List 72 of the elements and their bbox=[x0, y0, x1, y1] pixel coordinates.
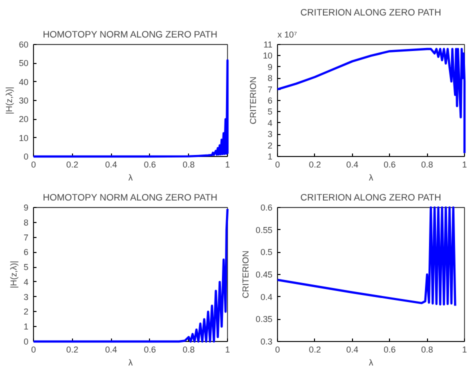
x-axis-title: λ bbox=[128, 358, 134, 368]
x-tick-label: 0.6 bbox=[144, 344, 156, 354]
x-tick-label: 0.8 bbox=[182, 344, 195, 354]
y-tick-label: 1 bbox=[24, 322, 29, 332]
x-axis-title: λ bbox=[368, 358, 374, 368]
text: x 10⁷ bbox=[278, 30, 297, 40]
y-tick-label: 60 bbox=[18, 40, 29, 50]
y-tick-label: 20 bbox=[18, 114, 29, 124]
y-tick-label: 3 bbox=[24, 292, 29, 302]
y-tick-label: 10 bbox=[262, 50, 273, 61]
y-axis-title: CRITERION bbox=[240, 250, 251, 298]
y-tick-label: 30 bbox=[18, 96, 29, 106]
y-tick-label: 8 bbox=[24, 217, 29, 228]
x-tick-label: 0.8 bbox=[182, 160, 195, 170]
y-tick-label: 0 bbox=[24, 152, 29, 162]
y-tick-label: 3 bbox=[268, 129, 273, 140]
x-tick-label: 0.2 bbox=[308, 344, 322, 354]
chart-title: HOMOTOPY NORM ALONG ZERO PATH bbox=[42, 192, 218, 202]
x-tick-label: 0 bbox=[275, 160, 280, 170]
chart-title: HOMOTOPY NORM ALONG ZERO PATH bbox=[42, 30, 218, 40]
y-axis-title: CRITERION bbox=[248, 76, 258, 124]
x-tick-label: 0.4 bbox=[105, 344, 118, 354]
x-axis-title: λ bbox=[128, 172, 134, 182]
y-tick-label: 5 bbox=[268, 106, 273, 117]
x-tick-label: 0 bbox=[275, 344, 280, 354]
x-tick-label: 0 bbox=[31, 344, 36, 354]
y-tick-label: 6 bbox=[24, 247, 29, 258]
x-tick-label: 0.4 bbox=[346, 160, 359, 170]
y-axis-title: |H(z,λ)| bbox=[4, 86, 14, 114]
y-tick-label: 4 bbox=[24, 276, 29, 287]
x-tick-label: 0.4 bbox=[346, 344, 359, 354]
y-tick-label: 0.55 bbox=[256, 224, 273, 235]
x-axis-title: λ bbox=[368, 172, 374, 182]
x-tick-label: 0.2 bbox=[66, 160, 78, 170]
x-tick-label: 0.2 bbox=[66, 344, 78, 354]
y-tick-label: 0 bbox=[24, 336, 29, 346]
y-tick-label: 40 bbox=[18, 76, 29, 87]
y-tick-label: 9 bbox=[268, 62, 273, 72]
x-tick-label: 0 bbox=[31, 160, 36, 170]
y-tick-label: 11 bbox=[264, 40, 273, 50]
y-tick-label: 0.45 bbox=[256, 270, 273, 280]
y-tick-label: 2 bbox=[24, 306, 29, 317]
y-tick-label: 0.5 bbox=[260, 247, 273, 258]
y-tick-label: 4 bbox=[268, 118, 273, 128]
chart-title: CRITERION ALONG ZERO PATH bbox=[300, 192, 442, 202]
x-tick-label: 0.6 bbox=[384, 344, 396, 354]
x-tick-label: 0.2 bbox=[308, 160, 322, 170]
x-tick-label: 1 bbox=[225, 344, 230, 354]
y-tick-label: 5 bbox=[24, 262, 29, 272]
y-tick-label: 8 bbox=[268, 73, 273, 84]
y-tick-label: 1 bbox=[268, 152, 273, 162]
y-tick-label: 2 bbox=[268, 140, 273, 150]
chart-title: CRITERION ALONG ZERO PATH bbox=[300, 8, 442, 18]
y-tick-label: 7 bbox=[24, 232, 29, 242]
x-tick-label: 0.8 bbox=[421, 344, 434, 354]
y-tick-label: 50 bbox=[18, 58, 29, 68]
x-tick-label: 0.6 bbox=[384, 160, 396, 170]
y-tick-label: 9 bbox=[24, 202, 29, 212]
y-tick-label: 6 bbox=[268, 96, 273, 106]
y-tick-label: 0.3 bbox=[260, 336, 273, 346]
x-tick-label: 0.4 bbox=[105, 160, 118, 170]
x-tick-label: 1 bbox=[462, 344, 468, 354]
x-tick-label: 0.6 bbox=[144, 160, 156, 170]
y-tick-label: 0.6 bbox=[260, 202, 273, 212]
y-tick-label: 10 bbox=[18, 132, 29, 143]
y-tick-label: 7 bbox=[268, 84, 273, 94]
x-tick-label: 0.8 bbox=[421, 160, 434, 170]
y-axis-title: |H(z,λ)| bbox=[8, 260, 19, 288]
x-tick-label: 1 bbox=[462, 160, 468, 170]
y-tick-label: 0.4 bbox=[260, 292, 273, 302]
y-tick-label: 0.35 bbox=[256, 314, 273, 324]
x-tick-label: 1 bbox=[225, 160, 230, 170]
